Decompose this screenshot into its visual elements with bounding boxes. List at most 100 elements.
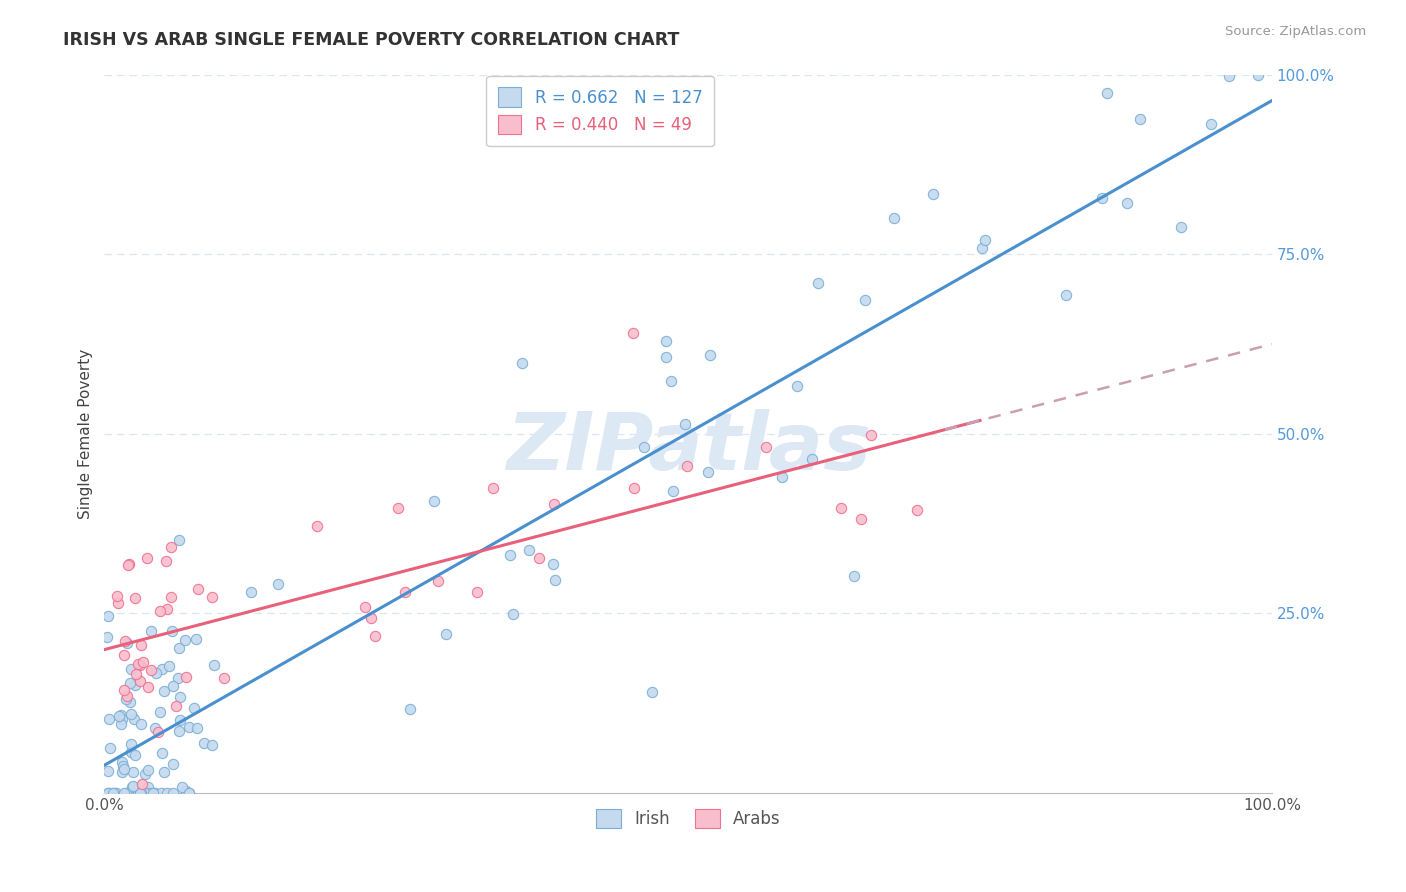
Point	[111, 712, 134, 726]
Point	[1054, 288, 1077, 302]
Point	[132, 655, 155, 669]
Point	[138, 780, 160, 795]
Y-axis label: Single Female Poverty: Single Female Poverty	[79, 349, 93, 519]
Point	[177, 786, 200, 800]
Point	[156, 786, 179, 800]
Point	[173, 633, 195, 648]
Point	[101, 786, 124, 800]
Point	[114, 633, 136, 648]
Point	[129, 638, 152, 652]
Point	[101, 786, 124, 800]
Point	[143, 721, 166, 735]
Point	[1218, 69, 1240, 83]
Point	[128, 673, 150, 688]
Point	[107, 596, 129, 610]
Point	[120, 662, 142, 676]
Point	[115, 786, 138, 800]
Point	[117, 786, 139, 800]
Point	[104, 786, 127, 800]
Point	[162, 786, 184, 800]
Point	[633, 440, 655, 454]
Point	[427, 574, 450, 589]
Point	[150, 663, 173, 677]
Point	[120, 737, 142, 751]
Point	[108, 709, 131, 723]
Point	[267, 577, 290, 591]
Point	[149, 604, 172, 618]
Point	[212, 671, 235, 685]
Point	[97, 608, 120, 623]
Point	[1116, 196, 1139, 211]
Point	[124, 667, 146, 681]
Point	[186, 722, 208, 736]
Point	[641, 685, 664, 699]
Point	[842, 569, 865, 583]
Point	[905, 503, 928, 517]
Text: Source: ZipAtlas.com: Source: ZipAtlas.com	[1226, 25, 1367, 38]
Point	[128, 658, 150, 673]
Point	[187, 582, 209, 596]
Point	[112, 683, 135, 698]
Point	[97, 786, 120, 800]
Point	[155, 554, 177, 568]
Point	[398, 702, 420, 716]
Point	[121, 764, 143, 779]
Point	[202, 658, 225, 673]
Point	[170, 780, 193, 794]
Point	[544, 573, 567, 587]
Point	[136, 681, 159, 695]
Point	[120, 695, 142, 709]
Point	[156, 602, 179, 616]
Point	[132, 786, 155, 800]
Point	[970, 241, 993, 255]
Text: IRISH VS ARAB SINGLE FEMALE POVERTY CORRELATION CHART: IRISH VS ARAB SINGLE FEMALE POVERTY CORR…	[63, 31, 679, 49]
Point	[141, 786, 163, 800]
Point	[354, 599, 377, 614]
Point	[124, 678, 146, 692]
Point	[138, 763, 160, 777]
Point	[120, 707, 142, 722]
Point	[193, 736, 215, 750]
Text: ZIPatlas: ZIPatlas	[506, 409, 870, 487]
Point	[124, 747, 146, 762]
Point	[177, 720, 200, 734]
Point	[655, 334, 678, 348]
Point	[97, 764, 120, 778]
Point	[115, 692, 138, 706]
Point	[305, 519, 328, 533]
Point	[127, 657, 149, 672]
Point	[883, 211, 905, 226]
Point	[527, 550, 550, 565]
Point	[134, 786, 156, 800]
Point	[174, 784, 197, 798]
Point	[860, 428, 883, 442]
Point	[422, 493, 444, 508]
Point	[183, 701, 205, 715]
Point	[136, 551, 159, 566]
Point	[104, 786, 127, 800]
Point	[675, 458, 697, 473]
Point	[1170, 220, 1192, 235]
Point	[699, 348, 721, 362]
Point	[118, 557, 141, 571]
Point	[145, 666, 167, 681]
Point	[127, 786, 149, 800]
Point	[129, 786, 152, 800]
Point	[541, 558, 564, 572]
Point	[145, 786, 167, 800]
Point	[849, 512, 872, 526]
Point	[510, 356, 533, 370]
Point	[770, 469, 793, 483]
Point	[159, 591, 181, 605]
Point	[661, 483, 683, 498]
Point	[124, 591, 146, 605]
Point	[387, 501, 409, 516]
Point	[165, 698, 187, 713]
Point	[139, 663, 162, 677]
Point	[167, 533, 190, 547]
Point	[97, 712, 120, 726]
Point	[139, 624, 162, 638]
Point	[112, 648, 135, 662]
Point	[98, 741, 121, 756]
Point	[502, 607, 524, 621]
